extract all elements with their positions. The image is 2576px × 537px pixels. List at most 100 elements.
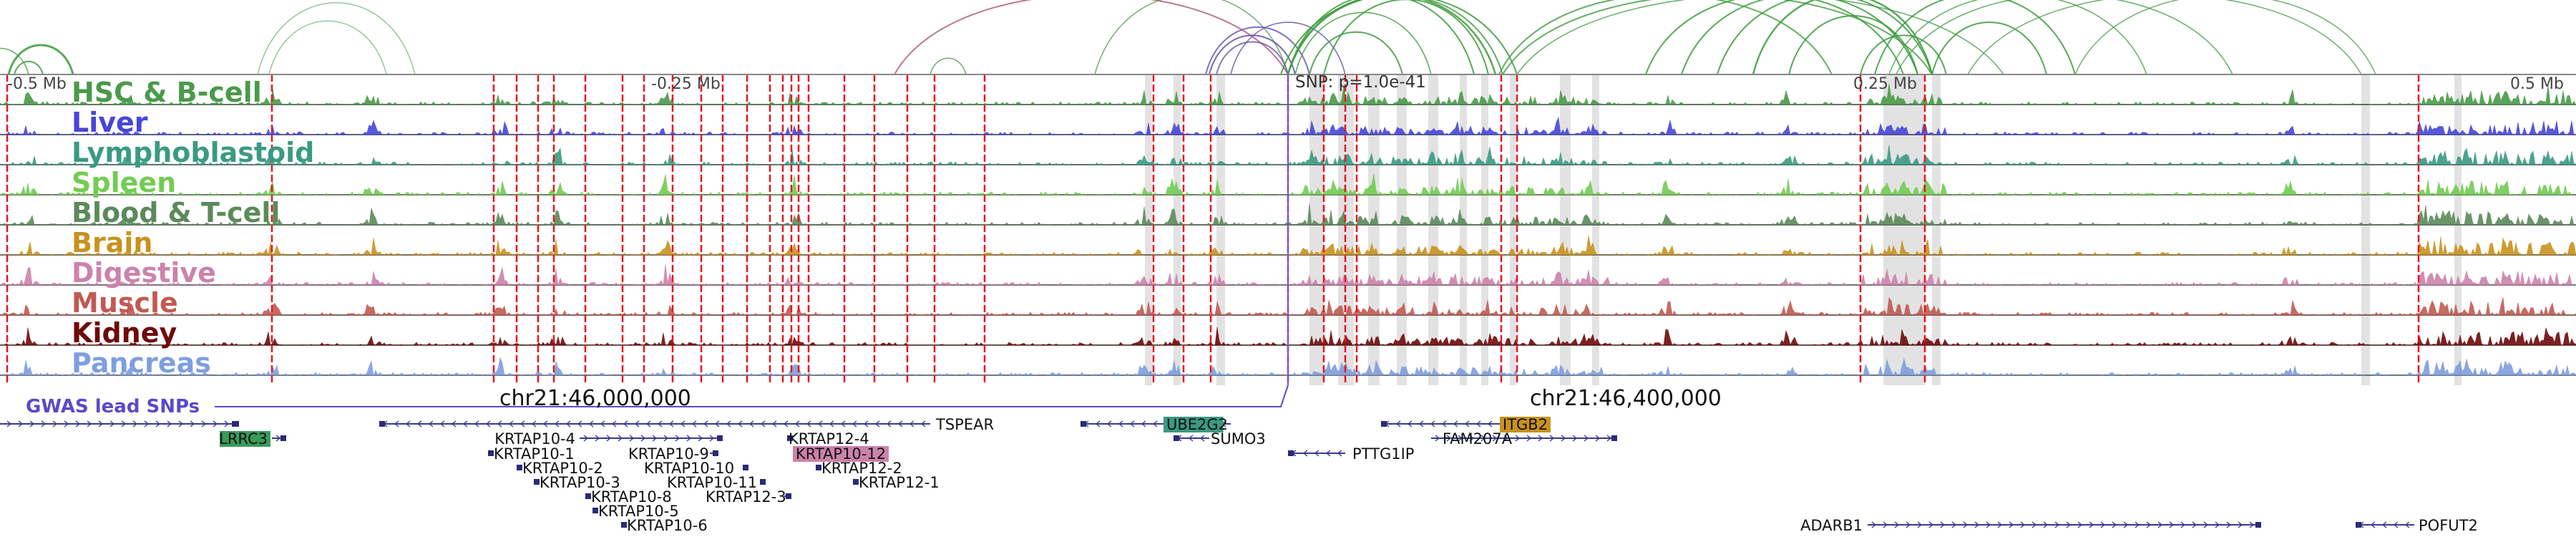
gene-itgb2: ITGB2 [1381, 416, 1551, 433]
strand-arrow [680, 420, 686, 427]
interaction-arc [1216, 41, 1289, 75]
strand-arrow [1325, 450, 1331, 457]
gene-label: KRTAP12-4 [789, 430, 869, 448]
strand-arrow [2226, 521, 2232, 528]
gene-krtap12-4: KRTAP12-4 [787, 430, 869, 448]
strand-arrow [121, 420, 127, 427]
strand-arrow [1118, 420, 1123, 427]
strand-arrow [640, 435, 646, 442]
strand-arrow [155, 420, 161, 427]
strand-arrow [1894, 521, 1900, 528]
strand-arrow [577, 420, 582, 427]
axis-tick-label: -0.5 Mb [7, 75, 67, 93]
gene-pttg1ip: PTTG1IP [1288, 445, 1414, 463]
highlight-band [1592, 74, 1599, 385]
interaction-arc [1287, 0, 1503, 75]
gene-exon [1174, 435, 1179, 441]
strand-arrow [909, 420, 914, 427]
strand-arrow [1407, 420, 1413, 427]
strand-arrow [29, 420, 35, 427]
track-label-digestive: Digestive [72, 257, 216, 289]
strand-arrow [1997, 521, 2003, 528]
gene-exon [592, 508, 598, 513]
strand-arrow [886, 420, 892, 427]
strand-arrow [2089, 521, 2094, 528]
gene-exon [379, 421, 385, 427]
strand-arrow [2146, 521, 2152, 528]
interaction-arc [7, 44, 74, 75]
gene-label: PTTG1IP [1352, 445, 1414, 463]
strand-arrow [794, 420, 800, 427]
signal-trace [0, 263, 2576, 286]
strand-arrow [52, 420, 58, 427]
strand-arrow [611, 420, 617, 427]
strand-arrow [1906, 521, 1911, 528]
signal-trace [0, 296, 2576, 316]
track-label-pancreas: Pancreas [72, 347, 211, 379]
gwas-track: GWAS lead SNPs chr21:46,000,000 chr21:46… [26, 384, 1722, 417]
interaction-arc [268, 20, 387, 75]
strand-arrow [2031, 521, 2037, 528]
gene-krtap10-8: KRTAP10-8 [585, 488, 672, 505]
track-label-lymphoblastoid: Lymphoblastoid [72, 137, 314, 168]
strand-arrow [190, 420, 195, 427]
strand-arrow [595, 435, 600, 442]
highlight-band [1174, 74, 1181, 385]
highlight-band [1510, 74, 1516, 385]
strand-arrow [2135, 521, 2140, 528]
strand-arrow [829, 420, 834, 427]
gray-highlight-bands [1145, 74, 2462, 385]
gene-krtap12-1: KRTAP12-1 [853, 474, 940, 491]
gene-krtap10-3: KRTAP10-3 [534, 474, 620, 491]
strand-arrow [18, 420, 24, 427]
interaction-arc [1752, 0, 1933, 75]
gene-sumo3: SUMO3 [1174, 430, 1266, 448]
gene-label: KRTAP10-11 [667, 474, 757, 491]
strand-arrow [405, 420, 411, 427]
strand-arrow [201, 420, 207, 427]
strand-arrow [652, 435, 658, 442]
gene-label: KRTAP10-3 [540, 474, 620, 491]
strand-arrow [1606, 435, 1612, 442]
gene-ube2g2: UBE2G2 [1080, 416, 1231, 433]
strand-arrow [1337, 450, 1342, 457]
coord-label: chr21:46,400,000 [1530, 386, 1722, 411]
gene-exon [786, 493, 791, 499]
gene-exon [621, 522, 627, 528]
axis-tick-label: -0.25 Mb [651, 75, 721, 93]
gene-label: KRTAP10-4 [494, 430, 575, 448]
gene-tspear: TSPEAR [379, 416, 994, 433]
highlight-band [2454, 74, 2462, 385]
snp-label: SNP: p=1.0e-41 [1295, 73, 1426, 92]
coord-label: chr21:46,000,000 [499, 386, 691, 411]
strand-arrow [2043, 521, 2049, 528]
strand-arrow [87, 420, 92, 427]
strand-arrow [2100, 521, 2106, 528]
strand-arrow [709, 435, 715, 442]
gene-exon [743, 465, 748, 470]
strand-arrow [2215, 521, 2220, 528]
strand-arrow [485, 420, 491, 427]
strand-arrow [75, 420, 81, 427]
strand-arrow [1487, 420, 1493, 427]
strand-arrow [542, 420, 548, 427]
interaction-arc [1094, 0, 1289, 75]
strand-arrow [144, 420, 150, 427]
strand-arrow [1199, 435, 1205, 442]
strand-arrow [1515, 435, 1521, 442]
strand-arrow [1441, 420, 1447, 427]
strand-arrow [1152, 420, 1158, 427]
gene-exon [1288, 450, 1294, 456]
strand-arrow [474, 420, 479, 427]
interaction-arc [257, 2, 416, 75]
strand-arrow [760, 420, 766, 427]
gene-label: LRRC3 [219, 430, 268, 448]
track-label-blood: Blood & T-cell [72, 197, 280, 228]
gene-krtap10-1: KRTAP10-1 [488, 445, 575, 463]
strand-arrow [64, 420, 69, 427]
highlight-band [1368, 74, 1380, 385]
gene-label: UBE2G2 [1166, 416, 1228, 433]
strand-arrow [1549, 435, 1555, 442]
gene-exon [585, 493, 591, 499]
